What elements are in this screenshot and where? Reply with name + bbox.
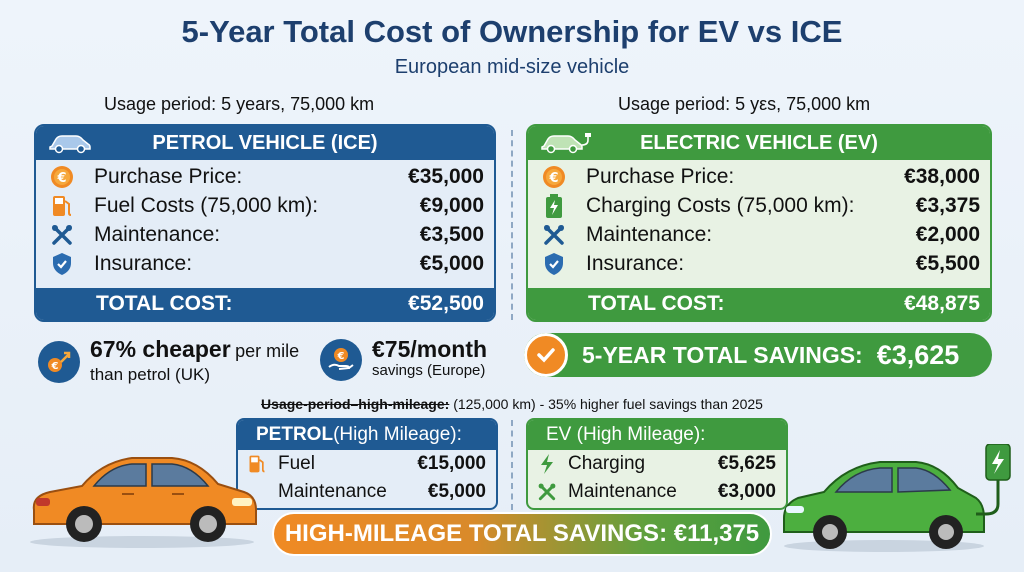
- ice-row-purchase: € Purchase Price: €35,000: [36, 162, 494, 191]
- petrol-high-mileage-header: PETROL (High Mileage):: [238, 420, 496, 450]
- ev-hm-maintenance-row: Maintenance €3,000: [528, 478, 786, 506]
- shield-icon: [48, 252, 76, 276]
- page-title: 5-Year Total Cost of Ownership for EV vs…: [181, 14, 843, 49]
- petrol-hm-maintenance-value: €5,000: [427, 481, 486, 502]
- car-icon: [48, 132, 92, 160]
- ice-panel-title: PETROL VEHICLE (ICE): [152, 131, 378, 154]
- usage-period-ice: Usage period: 5 years, 75,000 km: [104, 94, 375, 114]
- ev-panel-title: ELECTRIC VEHICLE (EV): [640, 131, 878, 154]
- fuel-pump-icon: [246, 453, 268, 475]
- ev-purchase-value: €38,000: [904, 164, 980, 188]
- petrol-hm-fuel-row: Fuel €15,000: [238, 450, 496, 478]
- petrol-high-mileage-panel: PETROL (High Mileage): Fuel €15,000 Main…: [236, 418, 498, 510]
- wrench-icon: [48, 223, 76, 247]
- stat-cheaper-line2: than petrol (UK): [90, 365, 210, 384]
- ev-total-value: €48,875: [904, 292, 980, 315]
- petrol-hm-maintenance-label: Maintenance: [278, 481, 387, 502]
- high-mileage-note-rest: (125,000 km) - 35% higher fuel savings t…: [449, 396, 763, 412]
- petrol-hm-fuel-value: €15,000: [417, 453, 486, 474]
- stat-cheaper-big: 67% cheaper: [90, 336, 231, 362]
- five-year-savings-banner: 5-YEAR TOTAL SAVINGS: €3,625: [524, 333, 992, 377]
- checkmark-icon: [524, 333, 568, 377]
- ev-panel-header: ELECTRIC VEHICLE (EV): [528, 126, 990, 160]
- ev-high-mileage-header: EV (High Mileage):: [528, 420, 786, 450]
- ev-maintenance-label: Maintenance:: [586, 222, 713, 246]
- shield-icon: [540, 252, 568, 276]
- wrench-icon: [536, 482, 558, 502]
- high-mileage-savings-banner: HIGH-MILEAGE TOTAL SAVINGS: €11,375: [272, 512, 772, 556]
- wrench-icon: [540, 223, 568, 247]
- ev-panel: ELECTRIC VEHICLE (EV) € Purchase Price: …: [526, 124, 992, 322]
- ice-purchase-value: €35,000: [408, 164, 484, 188]
- ev-row-maintenance: Maintenance: €2,000: [528, 220, 990, 249]
- stat-cheaper: € 67% cheaper per mile than petrol (UK): [38, 338, 299, 386]
- ice-insurance-label: Insurance:: [94, 251, 193, 275]
- ev-hm-maintenance-value: €3,000: [717, 481, 776, 502]
- ev-row-charging: Charging Costs (75,000 km): €3,375: [528, 191, 990, 220]
- stat-monthly: € €75/month savings (Europe): [320, 338, 487, 382]
- ice-row-fuel: Fuel Costs (75,000 km): €9,000: [36, 191, 494, 220]
- ev-insurance-label: Insurance:: [586, 251, 685, 275]
- column-divider: [511, 130, 513, 320]
- ev-charging-label: Charging Costs (75,000 km):: [586, 193, 855, 217]
- ev-hm-charging-value: €5,625: [717, 453, 776, 474]
- stat-month-line2: savings (Europe): [372, 362, 486, 379]
- lightning-icon: [536, 453, 558, 475]
- svg-text:€: €: [548, 171, 558, 186]
- ice-total-label: TOTAL COST:: [96, 292, 233, 315]
- ice-row-insurance: Insurance: €5,000: [36, 249, 494, 278]
- petrol-car-illustration: [22, 440, 262, 555]
- ice-total-row: TOTAL COST: €52,500: [36, 288, 494, 320]
- usage-period-ev: Usage period: 5 yεs, 75,000 km: [618, 94, 871, 114]
- ice-purchase-label: Purchase Price:: [94, 164, 243, 188]
- svg-text:€: €: [56, 171, 66, 186]
- ice-maintenance-value: €3,500: [419, 222, 484, 246]
- high-mileage-note: Usage-period–high-mileage: (125,000 km) …: [0, 396, 1024, 412]
- petrol-hm-header-rest: (High Mileage):: [333, 424, 462, 445]
- ev-charging-value: €3,375: [915, 193, 980, 217]
- page-subtitle: European mid-size vehicle: [394, 56, 630, 78]
- stat-month-big: €75/month: [372, 336, 488, 362]
- ev-car-plug-icon: [540, 132, 594, 160]
- petrol-hm-fuel-label: Fuel: [278, 453, 315, 474]
- ice-panel: PETROL VEHICLE (ICE) € Purchase Price: €…: [34, 124, 496, 322]
- ev-car-illustration: [780, 443, 1020, 559]
- five-year-savings-value: €3,625: [876, 339, 960, 370]
- ice-fuel-label: Fuel Costs (75,000 km):: [94, 193, 319, 217]
- ev-total-row: TOTAL COST: €48,875: [528, 288, 990, 320]
- ev-row-insurance: Insurance: €5,500: [528, 249, 990, 278]
- ev-hm-charging-row: Charging €5,625: [528, 450, 786, 478]
- petrol-hm-header-bold: PETROL: [256, 424, 334, 445]
- ev-high-mileage-panel: EV (High Mileage): Charging €5,625 Maint…: [526, 418, 788, 510]
- fuel-pump-icon: [48, 193, 76, 219]
- ice-fuel-value: €9,000: [419, 193, 484, 217]
- column-divider-lower: [511, 420, 513, 510]
- ice-insurance-value: €5,000: [419, 251, 484, 275]
- ev-row-purchase: € Purchase Price: €38,000: [528, 162, 990, 191]
- stat-cheaper-rest: per mile: [235, 341, 300, 361]
- high-mileage-note-struck: Usage-period–high-mileage:: [261, 396, 450, 412]
- ice-row-maintenance: Maintenance: €3,500: [36, 220, 494, 249]
- ice-maintenance-label: Maintenance:: [94, 222, 221, 246]
- svg-text:€: €: [51, 361, 59, 372]
- ice-total-value: €52,500: [408, 292, 484, 315]
- ev-hm-charging-label: Charging: [568, 453, 646, 474]
- euro-coin-icon: €: [48, 165, 76, 189]
- euro-coin-icon: €: [540, 165, 568, 189]
- ice-panel-header: PETROL VEHICLE (ICE): [36, 126, 494, 160]
- euro-growth-icon: €: [38, 341, 80, 383]
- five-year-savings-label: 5-YEAR TOTAL SAVINGS:: [582, 341, 863, 368]
- hand-coin-icon: €: [320, 339, 362, 381]
- ev-maintenance-value: €2,000: [915, 222, 980, 246]
- petrol-hm-maintenance-row: Maintenance €5,000: [238, 478, 496, 506]
- ev-total-label: TOTAL COST:: [588, 292, 725, 315]
- battery-icon: [540, 193, 568, 219]
- ev-hm-maintenance-label: Maintenance: [568, 481, 677, 502]
- ev-purchase-label: Purchase Price:: [586, 164, 735, 188]
- svg-text:€: €: [337, 351, 345, 362]
- ev-insurance-value: €5,500: [915, 251, 980, 275]
